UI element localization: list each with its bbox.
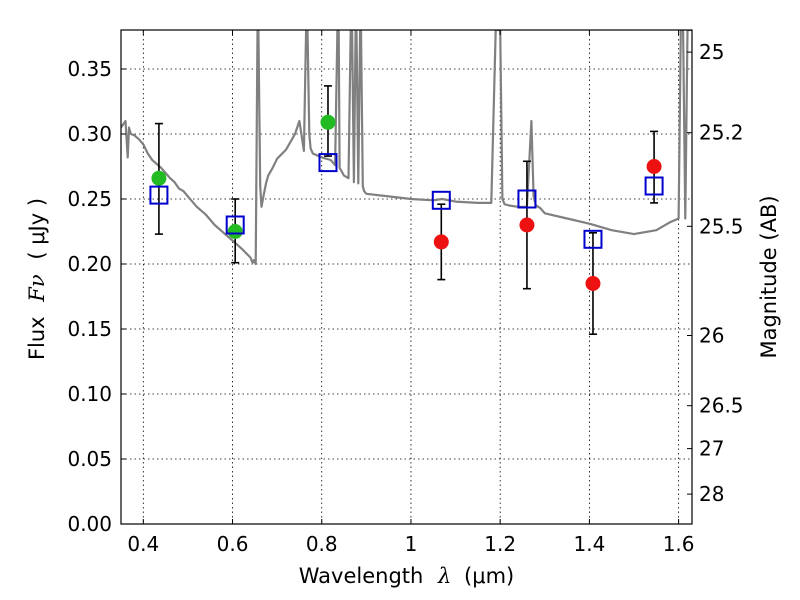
y-tick-label-2: 0.10 <box>67 382 112 406</box>
plot-frame <box>120 29 693 525</box>
y-tick-label-7: 0.35 <box>67 57 112 81</box>
sed-spectrum-line <box>121 30 692 266</box>
mag-tick-label-5: 27 <box>699 437 724 461</box>
mag-tick-label-3: 26 <box>699 324 724 348</box>
y-axis-unit: ( μJy ) <box>25 198 49 260</box>
data-point-s0-2 <box>320 114 336 130</box>
x-axis-unit: (μm) <box>464 564 514 588</box>
x-tick-label-2: 0.8 <box>306 532 338 556</box>
data-point-s0-0 <box>151 170 167 186</box>
model-point-1 <box>225 215 245 235</box>
x-tick-label-1: 0.6 <box>217 532 249 556</box>
x-axis-label-text: Wavelength <box>299 564 424 588</box>
y-tick-label-3: 0.15 <box>67 317 112 341</box>
y-tick-label-1: 0.05 <box>67 447 112 471</box>
mag-tick-label-2: 25.5 <box>699 214 744 238</box>
y-tick-label-6: 0.30 <box>67 122 112 146</box>
data-point-s1-0 <box>433 234 449 250</box>
model-point-0 <box>149 185 169 205</box>
mag-tick-label-6: 28 <box>699 482 724 506</box>
axis-ticks: 0.4 0.6 0.8 1 1.2 1.4 1.6 0.00 0.05 0.10 0.15 0.20 0… <box>67 30 744 556</box>
mag-tick-label-4: 26.5 <box>699 394 744 418</box>
data-markers <box>149 114 664 291</box>
y-tick-label-5: 0.25 <box>67 187 112 211</box>
grid-lines <box>121 30 692 525</box>
x-tick-label-6: 1.6 <box>663 532 695 556</box>
model-point-4 <box>517 189 537 209</box>
error-bars <box>154 85 659 336</box>
data-point-s1-3 <box>646 159 662 174</box>
data-point-s1-2 <box>585 276 601 291</box>
x-tick-label-5: 1.4 <box>573 532 605 556</box>
x-axis-lambda-symbol: λ <box>437 564 451 588</box>
y-axis-label: Flux Fν ( μJy ) <box>25 198 49 360</box>
y-axis-label-text: Flux <box>25 316 49 360</box>
y-tick-label-0: 0.00 <box>67 512 112 536</box>
mag-tick-label-0: 25 <box>699 40 724 64</box>
model-point-5 <box>583 229 603 249</box>
data-point-s1-1 <box>519 217 535 233</box>
x-tick-label-3: 1 <box>405 532 418 556</box>
sed-spectrum <box>121 30 692 266</box>
x-axis-label: Wavelength λ (μm) <box>299 564 514 588</box>
y-axis-flux-symbol: Fν <box>25 274 49 303</box>
y-tick-label-4: 0.20 <box>67 252 112 276</box>
x-tick-label-0: 0.4 <box>127 532 159 556</box>
model-point-3 <box>431 190 451 210</box>
mag-tick-label-1: 25.2 <box>699 121 744 145</box>
y2-axis-label: Magnitude (AB) <box>757 195 781 358</box>
model-point-6 <box>644 176 664 196</box>
model-point-2 <box>318 153 338 173</box>
data-point-s0-1 <box>227 224 243 239</box>
x-tick-label-4: 1.2 <box>484 532 516 556</box>
